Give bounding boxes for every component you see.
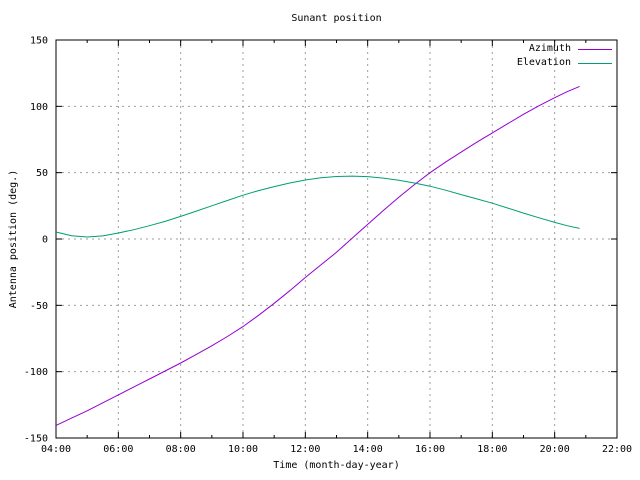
legend-label-elevation: Elevation [516, 57, 571, 68]
y-tick-label: 50 [36, 168, 48, 179]
y-tick-label: 150 [30, 36, 48, 47]
legend-item-elevation: Elevation [517, 56, 612, 70]
x-tick-label: 20:00 [540, 444, 570, 455]
chart-title: Sunant position [291, 13, 382, 24]
legend-line-sample-elevation [578, 62, 612, 64]
legend-label-azimuth: Azimuth [528, 43, 571, 54]
x-tick-label: 04:00 [41, 444, 71, 455]
y-tick-label: -100 [24, 367, 48, 378]
y-tick-label: -50 [30, 301, 48, 312]
series-line-azimuth [55, 85, 580, 426]
x-tick-label: 10:00 [228, 444, 258, 455]
x-tick-label: 12:00 [290, 444, 320, 455]
series-line-elevation [55, 175, 580, 238]
x-axis-label: Time (month-day-year) [273, 460, 400, 471]
x-tick-label: 14:00 [353, 444, 383, 455]
x-tick-label: 16:00 [415, 444, 445, 455]
x-tick-label: 18:00 [477, 444, 507, 455]
y-tick-label: -150 [24, 434, 48, 445]
y-tick-label: 100 [30, 102, 48, 113]
legend-line-sample-azimuth [578, 48, 612, 50]
x-tick-label: 22:00 [602, 444, 632, 455]
y-tick-label: 0 [42, 235, 48, 246]
legend: Azimuth Elevation [517, 42, 612, 70]
legend-item-azimuth: Azimuth [529, 42, 612, 56]
x-tick-label: 06:00 [103, 444, 133, 455]
x-tick-label: 08:00 [166, 444, 196, 455]
